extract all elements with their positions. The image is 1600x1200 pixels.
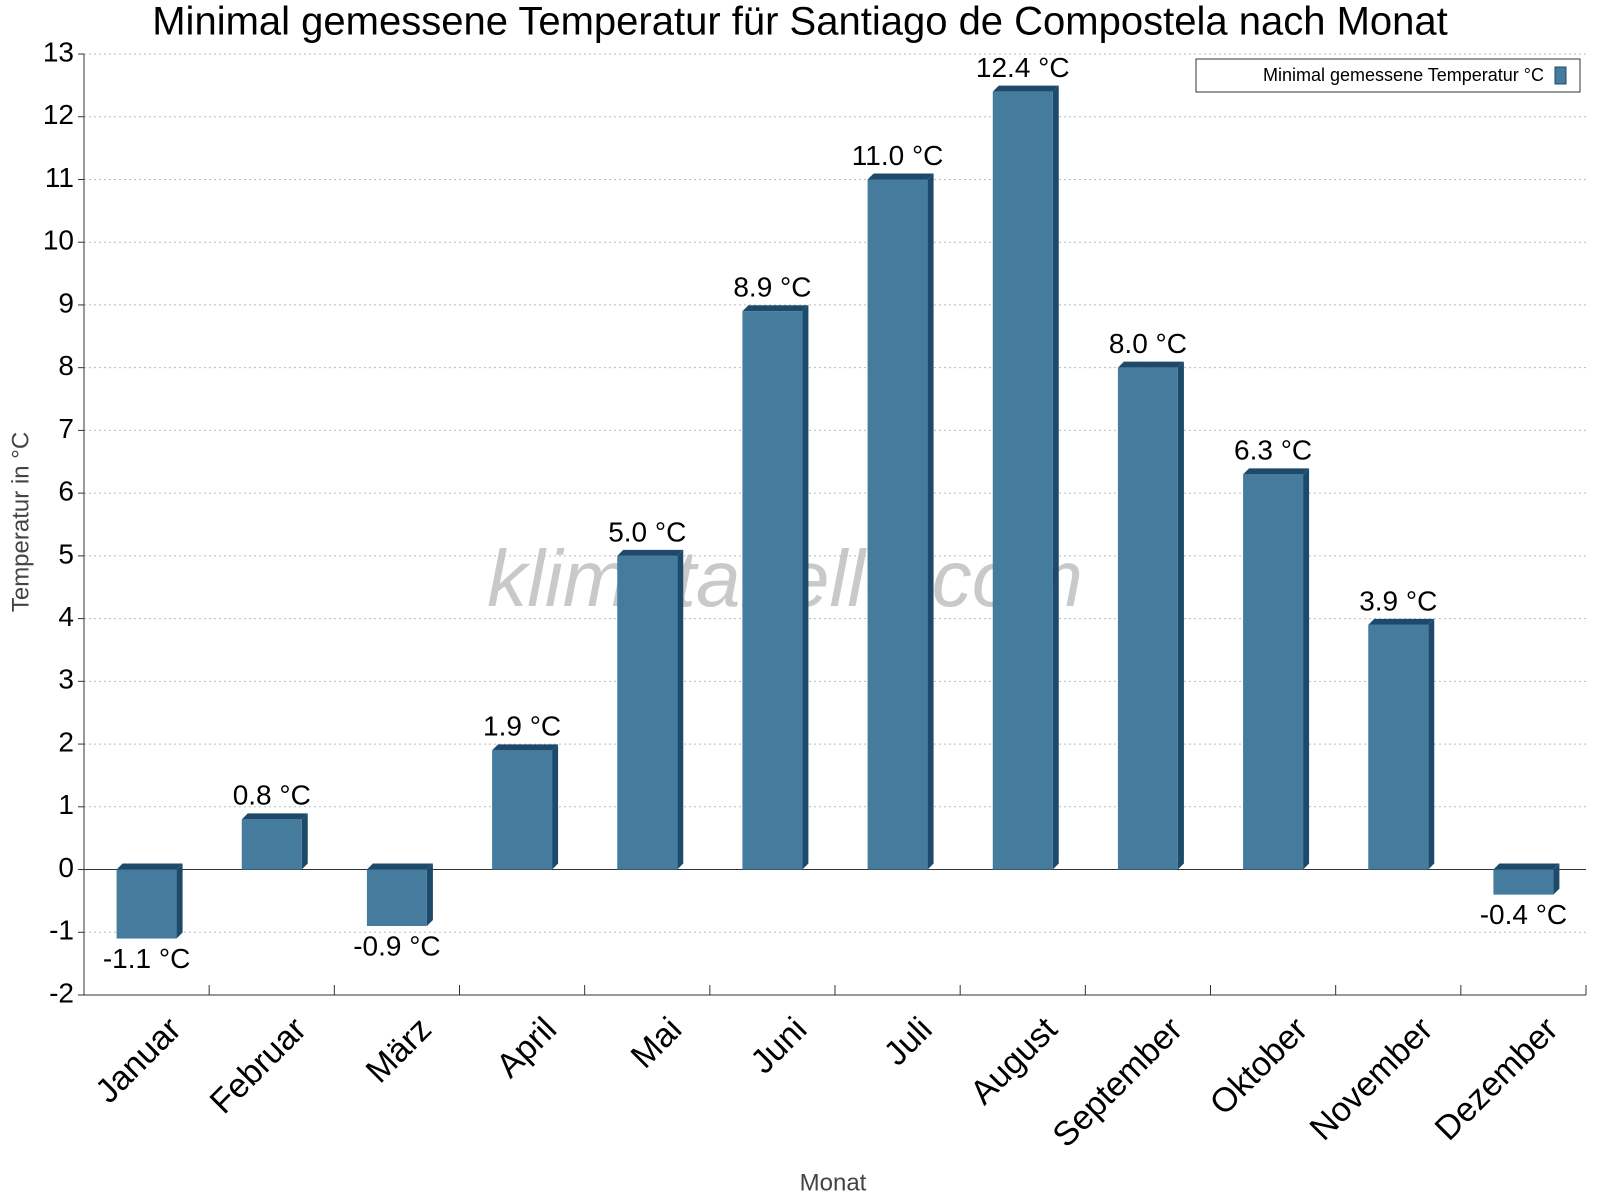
y-tick-label: 7 [58,413,74,444]
bar [1368,624,1429,870]
bar-side [1428,618,1435,870]
bar [742,311,803,870]
x-tick-label: Dezember [1428,1010,1566,1148]
y-tick-label: 1 [58,789,74,820]
y-tick-label: 5 [58,538,74,569]
y-tick-label: 4 [58,601,74,632]
y-tick-label: 10 [43,225,74,256]
value-label: 12.4 °C [976,52,1070,83]
y-tick-label: 9 [58,287,74,318]
value-label: 8.9 °C [733,272,811,303]
x-tick-label: April [489,1010,564,1085]
x-tick-label: Juni [743,1010,814,1081]
x-tick-label: März [359,1010,439,1090]
bar-top [1243,468,1310,475]
x-axis-label: Monat [800,1169,867,1196]
bar-side [1177,361,1184,870]
bar [992,91,1053,870]
y-tick-label: 3 [58,664,74,695]
y-tick-label: 0 [58,852,74,883]
bar-top [1493,863,1560,870]
y-tick-label: 8 [58,350,74,381]
y-tick-label: -1 [49,915,74,946]
value-label: 6.3 °C [1234,435,1312,466]
y-tick-label: 6 [58,476,74,507]
bar-top [617,549,684,556]
bar [116,869,177,939]
bar-top [867,173,934,180]
x-tick-label: Februar [203,1010,314,1121]
bar-side [176,863,183,939]
y-tick-label: 11 [45,162,74,193]
bar-top [492,744,559,751]
bar-top [742,305,809,312]
legend-label: Minimal gemessene Temperatur °C [1263,65,1544,85]
bar-top [1368,618,1435,625]
bar [492,750,553,870]
value-label: 5.0 °C [608,516,686,547]
bar-top [366,863,433,870]
bar-side [301,813,308,870]
bar-side [927,173,934,870]
bar-side [426,863,433,926]
value-label: 8.0 °C [1109,328,1187,359]
bar [366,869,427,926]
bar [1243,474,1304,870]
bar [617,555,678,870]
value-label: -0.9 °C [353,930,440,961]
legend-swatch [1554,66,1567,85]
bar-side [802,305,809,870]
bar-top [992,85,1059,92]
x-tick-label: Mai [624,1010,690,1076]
bar-top [1117,361,1184,368]
x-tick-label: November [1302,1010,1440,1148]
bar-side [1303,468,1310,870]
legend-box [1195,58,1581,93]
bar [241,819,302,870]
value-label: 1.9 °C [483,711,561,742]
x-tick-label: Oktober [1203,1010,1315,1122]
x-tick-label: September [1045,1010,1189,1154]
value-label: 0.8 °C [233,780,311,811]
y-tick-label: 13 [43,36,74,67]
bar [867,179,928,870]
bar-side [677,549,684,870]
x-tick-label: Juli [877,1010,940,1073]
x-tick-label: August [963,1010,1065,1112]
value-label: 11.0 °C [852,140,944,171]
bar [1493,869,1554,895]
bar-side [1052,85,1059,870]
bar-top [116,863,183,870]
y-tick-label: 12 [43,99,74,130]
value-label: -0.4 °C [1480,899,1567,930]
bar-top [241,813,308,820]
bar-side [1553,863,1560,895]
y-tick-label: 2 [58,726,74,757]
x-tick-label: Januar [88,1010,188,1110]
bar-side [552,744,559,870]
chart-title: Minimal gemessene Temperatur für Santiag… [152,0,1448,44]
bar [1117,367,1178,870]
value-label: 3.9 °C [1359,585,1437,616]
y-tick-label: -2 [49,977,74,1008]
value-label: -1.1 °C [103,943,190,974]
y-axis-label: Temperatur in °C [7,432,34,612]
